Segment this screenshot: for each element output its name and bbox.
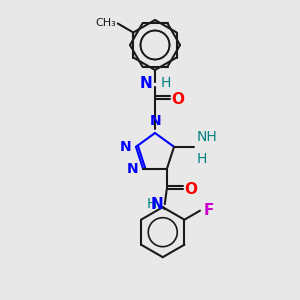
Text: N: N [150,114,162,128]
Text: N: N [151,197,164,212]
Text: N: N [119,140,131,154]
Text: CH₃: CH₃ [95,17,116,28]
Text: NH: NH [197,130,218,144]
Text: H: H [197,152,207,166]
Text: O: O [172,92,184,106]
Text: H: H [161,76,171,90]
Text: O: O [184,182,197,197]
Text: F: F [204,203,214,218]
Text: N: N [139,76,152,91]
Text: N: N [127,162,138,176]
Text: H: H [146,197,157,211]
